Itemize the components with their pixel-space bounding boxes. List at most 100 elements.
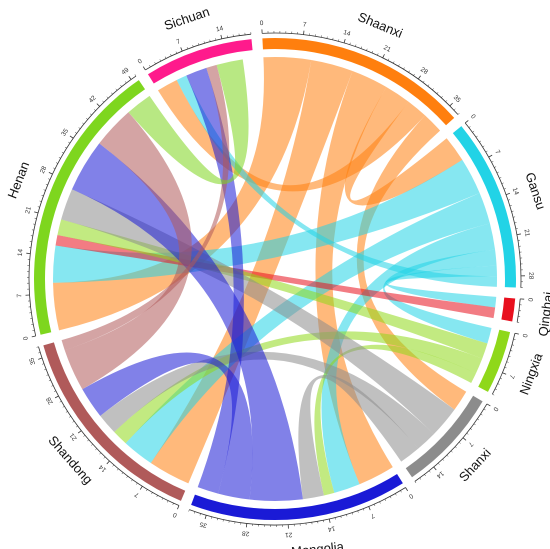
minor-tick <box>93 109 96 111</box>
minor-tick <box>511 344 515 346</box>
minor-tick <box>450 450 453 453</box>
minor-tick <box>499 177 502 179</box>
tick-label: 28 <box>45 395 55 405</box>
minor-tick <box>203 41 205 44</box>
tick-label: 7 <box>302 21 307 28</box>
minor-tick <box>146 489 148 492</box>
tick-label: 21 <box>68 431 78 441</box>
sector-axis-sichuan <box>145 33 252 71</box>
minor-tick <box>121 472 124 475</box>
tick-label: 7 <box>16 293 23 297</box>
minor-tick <box>338 39 340 42</box>
tick-label: 21 <box>522 229 530 238</box>
ribbon-inner-sichuan <box>186 67 244 494</box>
major-tick <box>180 47 183 52</box>
tick-label: 0 <box>526 298 533 303</box>
minor-tick <box>175 51 178 54</box>
ribbon-inner-shandong <box>82 352 253 500</box>
minor-tick <box>192 44 194 48</box>
sector-label-gansu: Gansu <box>522 170 548 211</box>
ribbon-ningxia-inner <box>314 344 476 496</box>
minor-tick <box>61 151 64 154</box>
major-tick <box>328 518 331 523</box>
minor-tick <box>513 216 516 218</box>
minor-tick <box>209 39 211 42</box>
minor-tick <box>167 500 169 503</box>
minor-tick <box>432 88 434 91</box>
sector-band-ningxia <box>478 329 511 392</box>
ribbon-gansu-henan <box>53 159 480 283</box>
minor-tick <box>395 493 397 496</box>
sector-band-sichuan <box>147 39 253 84</box>
minor-tick <box>373 504 376 507</box>
minor-tick <box>379 501 381 504</box>
minor-tick <box>78 127 81 129</box>
minor-tick <box>134 74 137 77</box>
ribbon-shanxi-shandong <box>100 351 434 449</box>
ribbon-qinghai-henan <box>55 234 496 319</box>
major-tick <box>204 515 207 520</box>
minor-tick <box>480 413 483 416</box>
major-tick <box>96 103 100 107</box>
minor-tick <box>39 200 42 202</box>
minor-tick <box>62 406 65 408</box>
minor-tick <box>509 205 512 207</box>
minor-tick <box>400 490 402 493</box>
sector-band-shanxi <box>405 395 483 478</box>
minor-tick <box>496 171 499 174</box>
tick-label: 0 <box>22 335 30 341</box>
minor-tick <box>58 157 61 159</box>
minor-tick <box>131 479 133 482</box>
minor-tick <box>87 439 89 442</box>
minor-tick <box>38 352 41 354</box>
minor-tick <box>389 496 392 499</box>
minor-tick <box>424 474 426 477</box>
sector-band-qinghai <box>501 297 516 322</box>
major-tick <box>48 172 53 175</box>
tick-label: 7 <box>369 512 375 520</box>
minor-tick <box>124 81 127 84</box>
minor-tick <box>116 468 119 471</box>
tick-label: 28 <box>39 165 49 175</box>
minor-tick <box>48 379 51 382</box>
minor-tick <box>500 377 503 380</box>
minor-tick <box>360 46 362 49</box>
minor-tick <box>508 355 511 357</box>
minor-tick <box>340 515 342 519</box>
minor-tick <box>482 145 485 148</box>
tick-label: 35 <box>60 127 70 137</box>
minor-tick <box>95 448 97 451</box>
minor-tick <box>349 42 351 45</box>
minor-tick <box>384 498 387 501</box>
major-tick <box>514 332 519 335</box>
minor-tick <box>422 80 425 83</box>
minor-tick <box>53 167 56 169</box>
minor-tick <box>72 420 75 423</box>
sector-label-ningxia: Ningxia <box>516 350 545 397</box>
tick-label: 7 <box>507 373 515 379</box>
major-tick <box>505 192 510 196</box>
minor-tick <box>403 67 405 70</box>
minor-tick <box>48 178 51 180</box>
tick-label: 14 <box>435 469 445 479</box>
minor-tick <box>351 512 353 515</box>
minor-tick <box>475 135 478 138</box>
major-tick <box>220 34 223 39</box>
minor-tick <box>507 199 511 201</box>
minor-tick <box>362 508 365 511</box>
ribbon-shandong-henan <box>64 112 192 390</box>
tick-label: 7 <box>466 440 474 448</box>
tick-label: 14 <box>511 187 520 197</box>
minor-tick <box>112 464 115 467</box>
minor-tick <box>111 92 113 95</box>
minor-tick <box>170 53 172 56</box>
minor-tick <box>428 470 431 473</box>
minor-tick <box>53 390 56 392</box>
minor-tick <box>82 122 85 125</box>
major-tick <box>382 54 385 59</box>
minor-tick <box>161 497 164 500</box>
minor-tick <box>149 65 151 68</box>
minor-tick <box>194 511 196 514</box>
minor-tick <box>511 210 514 212</box>
